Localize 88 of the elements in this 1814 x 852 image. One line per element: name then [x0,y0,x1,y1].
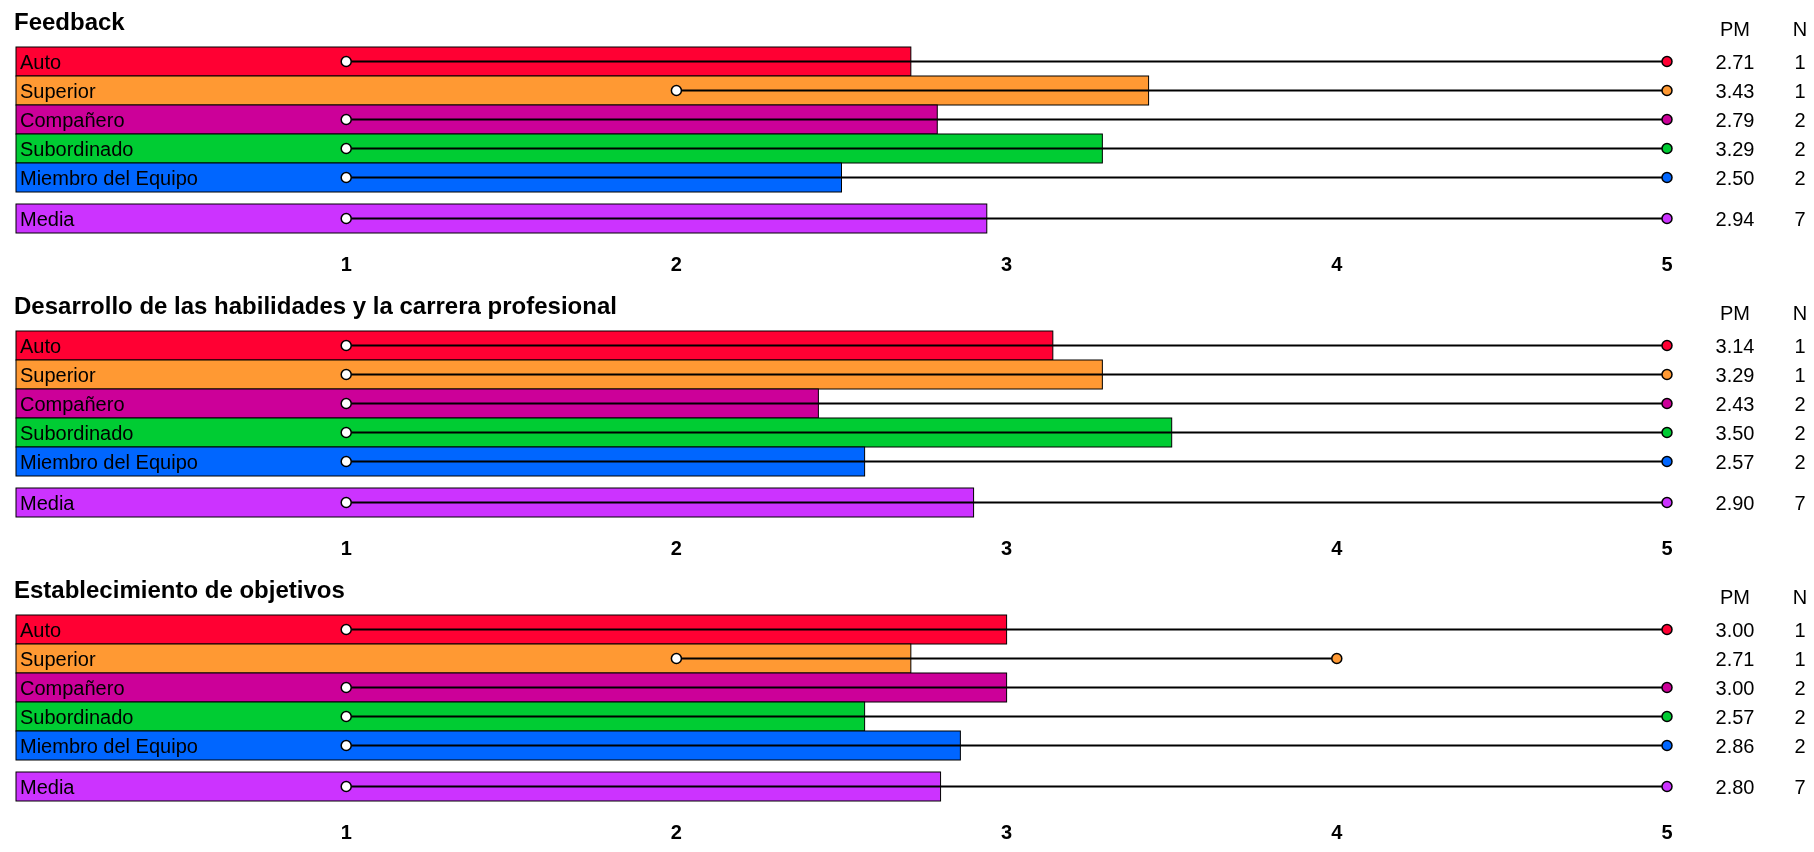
data-label: 3.00 [1715,618,1755,641]
y-tick-label: Superior [20,363,96,386]
data-label: 3.50 [1715,421,1755,444]
text: 2 [1794,108,1806,131]
text: N [1792,586,1808,608]
y-tick-label: Media [20,491,76,514]
x-tick-label: 2 [670,253,682,275]
text: 7 [1794,491,1806,514]
data-label: 3.29 [1715,363,1755,386]
data-label: 3.14 [1715,334,1755,357]
text: PM [1720,18,1750,40]
text: 2 [1794,450,1806,473]
x-tick-label: 4 [1331,537,1344,559]
data-label: 3.43 [1715,79,1755,102]
chart-title: Establecimiento de objetivos [14,576,345,603]
point [340,681,352,694]
y-tick-label: Media [20,775,76,798]
text: 1 [1794,363,1806,386]
y-tick-label: Compañero [20,108,125,131]
data-label: 2.79 [1715,108,1755,131]
y-tick-label: Superior [20,79,96,102]
y-tick-label: Media [20,207,76,230]
y-tick-label: Compañero [20,676,125,699]
text: 1 [1794,618,1806,641]
data-label: 2.90 [1715,491,1755,514]
x-tick-label: 4 [1331,253,1344,275]
data-label: 2.80 [1715,775,1755,798]
y-tick-label: Auto [20,50,62,73]
data-label: 3.00 [1715,676,1755,699]
text: 1 [1794,79,1806,102]
x-tick-label: 5 [1661,253,1673,275]
text: 2 [1794,676,1806,699]
x-tick-label: 4 [1331,821,1344,843]
data-label: 3.29 [1715,137,1755,160]
y-tick-label: Compañero [20,392,125,415]
x-tick-label: 5 [1661,821,1673,843]
x-tick-label: 3 [1001,253,1013,275]
chart-title: Desarrollo de las habilidades y la carrera profesional [14,292,617,319]
data-label: 2.57 [1715,705,1755,728]
point [340,623,352,636]
point [340,739,352,752]
text: 2 [1794,734,1806,757]
point [670,652,683,665]
data-label: 2.71 [1715,50,1755,73]
text: 1 [1794,50,1806,73]
x-tick-label: 2 [670,537,682,559]
point [1661,739,1673,752]
y-tick-label: Miembro del Equipo [20,450,198,473]
text: 2 [1794,421,1806,444]
x-tick-label: 1 [340,253,352,275]
point [1331,652,1343,665]
point [1661,681,1673,694]
x-tick-label: 3 [1001,821,1013,843]
chart-title: Feedback [14,8,126,35]
text: PM [1720,302,1750,324]
point [1661,623,1673,636]
text: 2 [1794,137,1806,160]
text: N [1792,302,1808,324]
x-tick-label: 5 [1661,537,1673,559]
point [1661,710,1673,723]
text: 2 [1794,705,1806,728]
y-tick-label: Miembro del Equipo [20,734,198,757]
x-tick-label: 1 [340,821,352,843]
data-label: 2.50 [1715,166,1755,189]
data-label: 2.71 [1715,647,1755,670]
y-tick-label: Auto [20,618,62,641]
point [340,710,352,723]
text: 1 [1794,647,1806,670]
y-tick-label: Subordinado [20,705,134,728]
text: 7 [1794,775,1806,798]
y-tick-label: Superior [20,647,96,670]
data-label: 2.57 [1715,450,1755,473]
data-label: 2.86 [1715,734,1755,757]
text: 2 [1794,166,1806,189]
text: 7 [1794,207,1806,230]
text: 1 [1794,334,1806,357]
y-tick-label: Auto [20,334,62,357]
text: N [1792,18,1808,40]
y-tick-label: Miembro del Equipo [20,166,198,189]
x-tick-label: 2 [670,821,682,843]
data-label: 2.43 [1715,392,1755,415]
text: 2 [1794,392,1806,415]
x-tick-label: 3 [1001,537,1013,559]
y-tick-label: Subordinado [20,137,134,160]
y-tick-label: Subordinado [20,421,134,444]
text: PM [1720,586,1750,608]
data-label: 2.94 [1715,207,1755,230]
x-tick-label: 1 [340,537,352,559]
